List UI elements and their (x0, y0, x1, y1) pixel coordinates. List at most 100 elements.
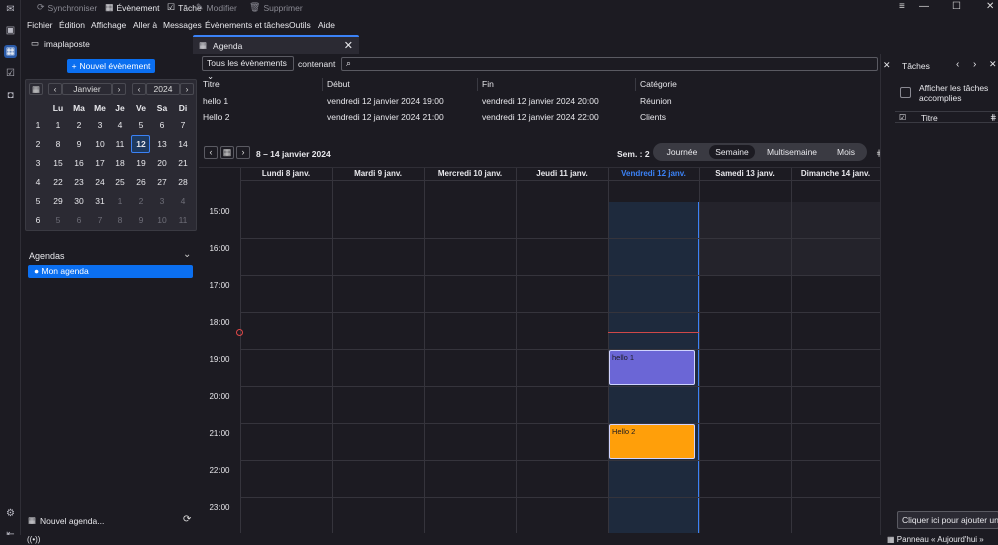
mini-day[interactable]: 12 (136, 139, 146, 149)
settings-icon[interactable]: ⚙ (6, 508, 15, 519)
mini-day[interactable]: 21 (178, 158, 188, 168)
mini-day[interactable]: 7 (180, 120, 186, 130)
close-tab-icon[interactable]: ✕ (343, 40, 353, 52)
prev-week-button[interactable]: ‹ (204, 146, 218, 159)
add-task-input[interactable]: Cliquer ici pour ajouter une (897, 511, 998, 529)
mini-day[interactable]: 14 (178, 139, 188, 149)
mini-day[interactable]: 22 (53, 177, 63, 187)
new-event-toolbar-button[interactable]: ▦ Évènement (105, 2, 160, 13)
mini-day[interactable]: 28 (178, 177, 188, 187)
delete-button[interactable]: 🗑 Supprimer (249, 2, 303, 13)
event-list-cell[interactable]: vendredi 12 janvier 2024 22:00 (482, 112, 599, 122)
day-header[interactable]: Dimanche 14 janv. (800, 169, 871, 178)
new-agenda-button[interactable]: ▦ Nouvel agenda... (28, 515, 105, 526)
mini-day[interactable]: 30 (74, 196, 84, 206)
tasks-icon[interactable]: ☑ (6, 68, 15, 79)
sync-button[interactable]: ⟳ Synchroniser (37, 2, 98, 13)
close-window-icon[interactable]: ✕ (986, 1, 995, 12)
mini-day[interactable]: 18 (115, 158, 125, 168)
mini-day[interactable]: 5 (138, 120, 144, 130)
tab-multiweek-view[interactable]: Multisemaine (766, 147, 818, 157)
menu-tools[interactable]: Outils (289, 20, 311, 30)
next-week-button[interactable]: › (236, 146, 250, 159)
prev-month-button[interactable]: ‹ (48, 83, 62, 95)
close-panel-icon[interactable]: ✕ (883, 60, 891, 70)
app-menu-icon[interactable]: ≡ (899, 1, 905, 12)
mini-day[interactable]: 3 (97, 120, 103, 130)
month-label[interactable]: Janvier (62, 83, 112, 95)
tab-week-view[interactable]: Semaine (709, 145, 755, 159)
event-list-cell[interactable]: Clients (640, 112, 666, 122)
mini-day[interactable]: 25 (115, 177, 125, 187)
mini-day[interactable]: 15 (53, 158, 63, 168)
mail-icon[interactable]: ✉ (6, 4, 15, 15)
next-month-button[interactable]: › (112, 83, 126, 95)
mini-day[interactable]: 27 (157, 177, 167, 187)
mini-day[interactable]: 10 (95, 139, 105, 149)
day-header[interactable]: Lundi 8 janv. (261, 169, 311, 178)
day-header[interactable]: Mardi 9 janv. (354, 169, 402, 178)
col-end[interactable]: Fin (478, 78, 636, 91)
completed-col-icon[interactable]: ☑ (899, 113, 907, 122)
new-task-toolbar-button[interactable]: ☑ Tâche (167, 2, 202, 13)
mini-day[interactable]: 24 (95, 177, 105, 187)
mini-day[interactable]: 23 (74, 177, 84, 187)
col-title[interactable]: Titre (199, 78, 323, 91)
today-pane-toggle[interactable]: ▦ Panneau « Aujourd'hui » (887, 535, 984, 544)
mini-day[interactable]: 26 (136, 177, 146, 187)
refresh-icon[interactable]: ⟳ (183, 514, 192, 525)
next-year-button[interactable]: › (180, 83, 194, 95)
event-list-cell[interactable]: vendredi 12 janvier 2024 20:00 (482, 96, 599, 106)
chat-icon[interactable]: ◘ (7, 90, 14, 101)
mini-day[interactable]: 7 (97, 215, 103, 225)
menu-edit[interactable]: Édition (59, 20, 85, 30)
menu-events-tasks[interactable]: Évènements et tâches (205, 20, 290, 30)
today-button[interactable]: ▦ (220, 146, 234, 159)
day-header[interactable]: Samedi 13 janv. (715, 169, 775, 178)
collapse-icon[interactable]: ⇤ (4, 528, 17, 541)
menu-view[interactable]: Affichage (91, 20, 127, 30)
menu-messages[interactable]: Messages (163, 20, 202, 30)
chevron-down-icon[interactable]: ⌄ (183, 249, 192, 260)
day-header[interactable]: Vendredi 12 janv. (621, 169, 686, 178)
mini-day[interactable]: 6 (159, 120, 165, 130)
view-options-icon[interactable]: ⋕ (876, 148, 884, 159)
calendar-icon[interactable]: ▦ (4, 45, 17, 58)
prev-day-icon[interactable]: ‹ (956, 59, 960, 70)
minimize-icon[interactable]: — (919, 1, 929, 12)
mini-day[interactable]: 8 (55, 139, 61, 149)
mini-day[interactable]: 9 (138, 215, 144, 225)
year-label[interactable]: 2024 (146, 83, 180, 95)
mini-day[interactable]: 9 (76, 139, 82, 149)
col-task-title[interactable]: Titre (921, 113, 938, 123)
mini-day[interactable]: 19 (136, 158, 146, 168)
event-list-cell[interactable]: Hello 2 (203, 112, 230, 122)
close-today-pane-icon[interactable]: ✕ (989, 59, 997, 69)
search-input[interactable]: ⌕ (341, 57, 878, 71)
mini-day[interactable]: 2 (138, 196, 144, 206)
new-event-button[interactable]: + Nouvel évènement (67, 59, 155, 73)
tab-day-view[interactable]: Journée (666, 147, 698, 157)
mini-day[interactable]: 10 (157, 215, 167, 225)
calendar-small-icon[interactable]: ▦ (29, 83, 43, 95)
mini-day[interactable]: 6 (76, 215, 82, 225)
event-list-cell[interactable]: vendredi 12 janvier 2024 19:00 (327, 96, 444, 106)
calendar-event[interactable]: hello 1 (609, 350, 695, 385)
mini-day[interactable]: 31 (95, 196, 105, 206)
mini-day[interactable]: 4 (180, 196, 186, 206)
col-category[interactable]: Catégorie (640, 79, 677, 89)
tab-month-view[interactable]: Mois (837, 147, 855, 157)
mini-day[interactable]: 8 (117, 215, 123, 225)
event-list-cell[interactable]: hello 1 (203, 96, 229, 106)
menu-go[interactable]: Aller à (133, 20, 158, 30)
mini-day[interactable]: 20 (157, 158, 167, 168)
agenda-item-mon-agenda[interactable]: ● Mon agenda (28, 265, 193, 278)
maximize-icon[interactable]: ☐ (952, 1, 961, 12)
menu-help[interactable]: Aide (318, 20, 336, 30)
modify-button[interactable]: ✎ Modifier (196, 2, 237, 13)
event-filter-select[interactable]: Tous les évènements ⌄ (202, 56, 294, 81)
mini-day[interactable]: 4 (117, 120, 123, 130)
account-tab[interactable]: ▭ imaplaposte (31, 38, 90, 49)
menu-file[interactable]: Fichier (27, 20, 53, 30)
calendar-event[interactable]: Hello 2 (609, 424, 695, 459)
